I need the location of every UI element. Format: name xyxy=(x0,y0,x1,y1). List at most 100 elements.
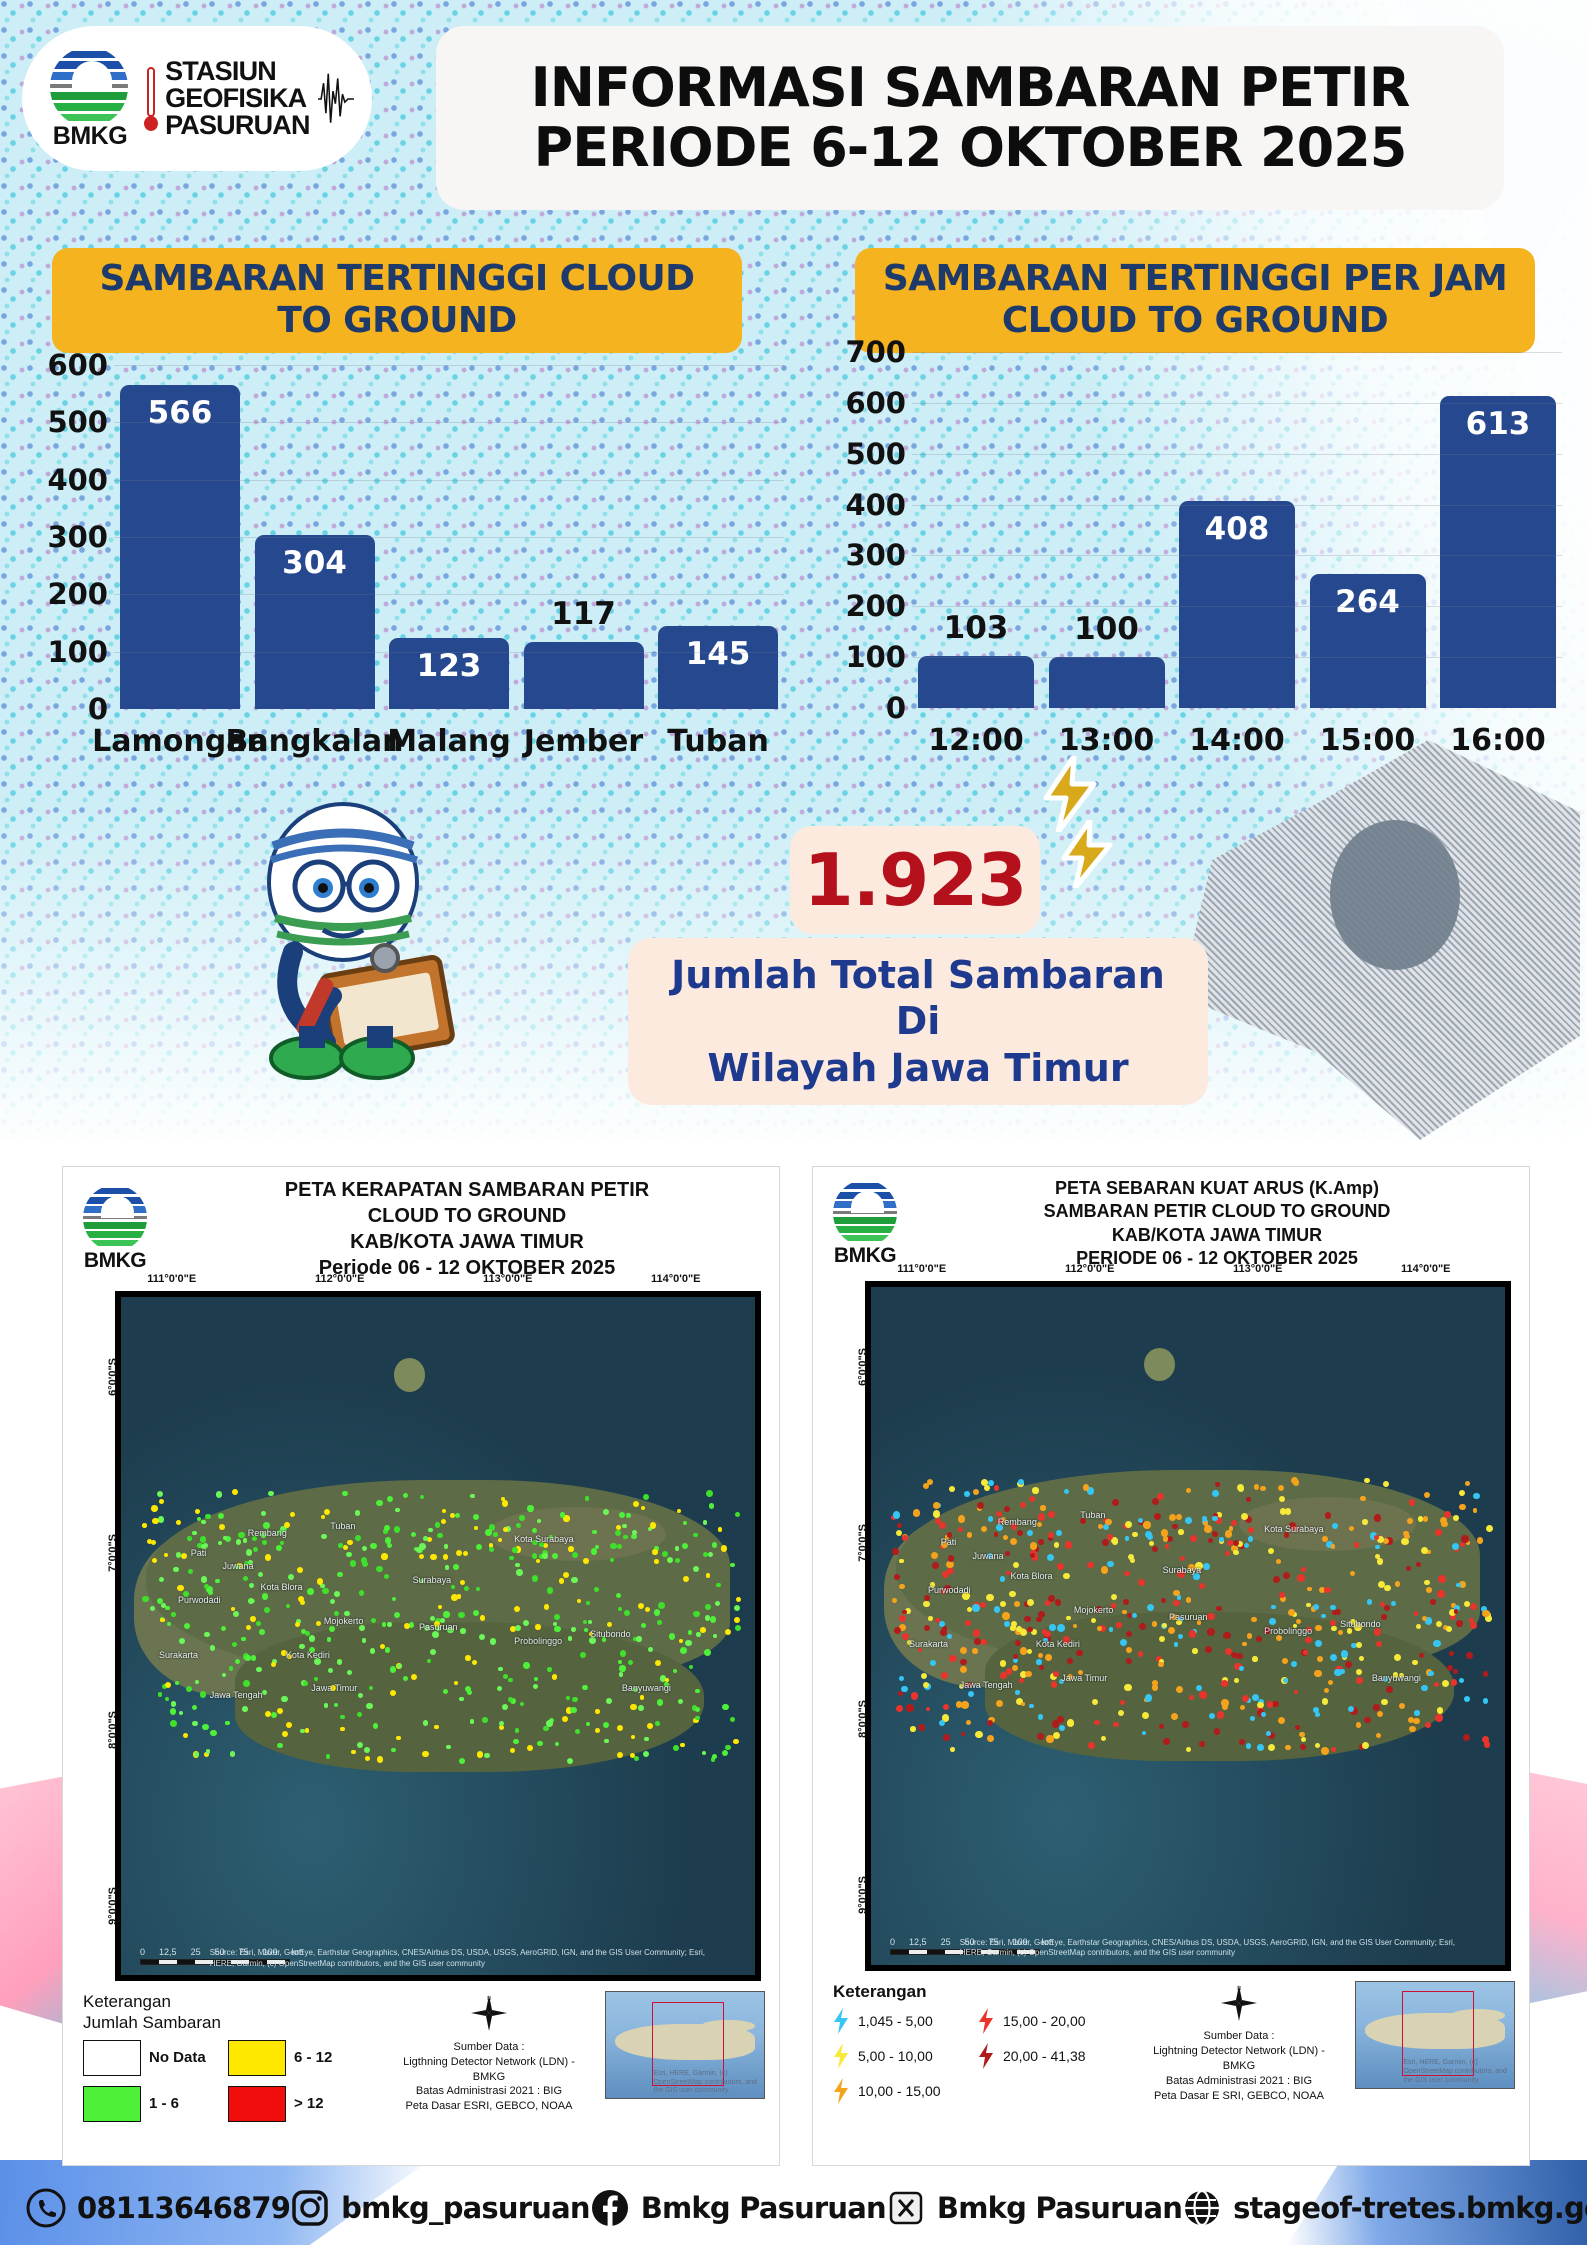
map-right-source: N Sumber Data : Lightning Detector Netwo… xyxy=(1137,1981,1341,2113)
footer-contact-item[interactable]: Bmkg Pasuruan xyxy=(886,2188,1183,2228)
map-right-title-line1: PETA SEBARAN KUAT ARUS (K.Amp) xyxy=(1055,1178,1379,1198)
gridline xyxy=(912,352,1562,353)
map-left-attribution: Source: Esri, Maxar, GeoEye, Earthstar G… xyxy=(209,1948,706,1968)
scale-number: 100 xyxy=(262,1947,278,1957)
bar: 103 xyxy=(918,610,1034,708)
y-tick-label: 500 xyxy=(845,436,906,471)
category-label: 14:00 xyxy=(1189,723,1285,758)
bar-group: 566 Lamongan xyxy=(92,365,268,759)
map-left-title-line2: CLOUD TO GROUND xyxy=(367,1205,567,1227)
chart-highest-strikes-per-hour: 0 100 200 300 400 500 600 700 103 12:00 100 13:00 4… xyxy=(828,335,1568,764)
thermometer-icon xyxy=(144,66,158,131)
bar-value-label: 103 xyxy=(943,609,1009,646)
bar-group: 123 Malang xyxy=(383,365,515,759)
legend-item: 1,045 - 5,00 xyxy=(833,2007,978,2034)
map-right-title-line3: KAB/KOTA JAWA TIMUR xyxy=(1111,1224,1323,1245)
map-city-label: Probolinggo xyxy=(1264,1625,1313,1636)
map-city-label: Kota Surabaya xyxy=(514,1534,574,1545)
map-landmass-islet xyxy=(393,1358,426,1392)
page-title-line2: PERIODE 6-12 OKTOBER 2025 xyxy=(533,116,1408,179)
gridline xyxy=(912,606,1562,608)
legend-item: No Data xyxy=(83,2039,228,2076)
gridline xyxy=(912,555,1562,557)
map-right-lat-ticks: 6°0'0"S 7°0'0"S 8°0'0"S 9°0'0"S xyxy=(833,1287,869,1965)
globe-icon xyxy=(1182,2188,1222,2228)
map-city-label: Surakarta xyxy=(909,1639,949,1650)
footer-social-bar: 08113646879 bmkg_pasuruan Bmkg Pasuruan Bmk… xyxy=(0,2170,1587,2245)
category-label: Tuban xyxy=(667,724,769,759)
map-right-legend-title-text: Keterangan xyxy=(833,1981,927,2001)
y-tick-label: 200 xyxy=(47,577,108,612)
map-left-legend-title-l2: Jumlah Sambaran xyxy=(83,2013,221,2033)
map-city-label: Banyuwangi xyxy=(1371,1673,1421,1684)
footer-contact-item[interactable]: bmkg_pasuruan xyxy=(290,2188,591,2228)
bar-value-label: 100 xyxy=(1074,611,1139,648)
footer-contact-item[interactable]: 08113646879 xyxy=(26,2188,291,2228)
map-city-label: Kota Kediri xyxy=(285,1649,330,1660)
map-right-scale-bar-graphic xyxy=(890,1948,1041,1955)
longitude-tick-label: 112°0'0"E xyxy=(1064,1262,1115,1275)
bar: 566 xyxy=(120,384,240,709)
y-tick-label: 0 xyxy=(885,691,906,725)
map-city-label: Rembang xyxy=(247,1527,287,1538)
legend-item: 10,00 - 15,00 xyxy=(833,2077,1123,2104)
bmkg-logo-icon: BMKG xyxy=(44,46,136,151)
bar: 123 xyxy=(389,638,509,709)
bmkg-logo-label: BMKG xyxy=(52,121,128,150)
scale-number: 25 xyxy=(190,1947,201,1957)
map-city-label: Pasuruan xyxy=(1168,1612,1208,1622)
svg-text:N: N xyxy=(1237,1986,1241,1992)
latitude-tick-label: 6°0'0"S xyxy=(857,1347,869,1386)
latitude-tick-label: 9°0'0"S xyxy=(857,1876,869,1915)
bmkg-logo-label: BMKG xyxy=(83,1249,147,1272)
legend-item: 6 - 12 xyxy=(228,2039,373,2076)
map-right-legend: Keterangan 1,045 - 5,00 15,00 - 20,00 5,00… xyxy=(833,1980,1515,2113)
scale-number: 50 xyxy=(214,1947,225,1957)
chart-left-plot: 566 Lamongan 304 Bangkalan 123 Malang 117 Jembe… xyxy=(92,365,784,759)
legend-color-swatch xyxy=(83,2085,141,2122)
gridline xyxy=(912,453,1562,455)
scale-number: 75 xyxy=(988,1936,999,1947)
map-left-source-l1: Sumber Data : xyxy=(453,2040,525,2053)
bar-value-label: 304 xyxy=(282,544,347,581)
map-city-label: Banyuwangi xyxy=(621,1683,671,1694)
map-left-legend-swatches: No Data 6 - 12 1 - 6 > 12 xyxy=(83,2039,373,2132)
footer-contact-item[interactable]: stageof-tretes.bmkg.go. xyxy=(1182,2188,1587,2228)
map-left-title-line4: Periode 06 - 12 OKTOBER 2025 xyxy=(318,1257,616,1279)
map-left-source-l2: Ligthning Detector Network (LDN) - BMKG xyxy=(403,2055,575,2083)
gridline xyxy=(114,651,784,653)
chart-right-y-axis: 0 100 200 300 400 500 600 700 xyxy=(828,335,906,764)
map-right-source-l4: Peta Dasar E SRI, GEBCO, NOAA xyxy=(1154,2089,1324,2102)
legend-item: 20,00 - 41,38 xyxy=(978,2042,1123,2069)
footer-contact-label: Bmkg Pasuruan xyxy=(640,2190,887,2225)
map-city-label: Surakarta xyxy=(159,1649,199,1660)
scale-unit: km xyxy=(291,1947,304,1957)
station-name-line2: GEOFISIKA xyxy=(165,83,307,113)
map-card-current: BMKG PETA SEBARAN KUAT ARUS (K.Amp) SAMB… xyxy=(812,1166,1530,2166)
map-right-source-l1: Sumber Data : xyxy=(1203,2030,1275,2043)
twitter-icon xyxy=(886,2188,926,2228)
legend-label: 6 - 12 xyxy=(294,2049,333,2066)
legend-label: > 12 xyxy=(294,2095,324,2112)
map-city-label: Tuban xyxy=(1080,1510,1106,1521)
map-right-legend-swatches: 1,045 - 5,00 15,00 - 20,00 5,00 - 10,00 20,… xyxy=(833,2007,1123,2113)
map-landmass-islet xyxy=(1143,1347,1176,1382)
chart-highest-strikes-by-region: 0 100 200 300 400 500 600 566 Lamongan 304 Bangka… xyxy=(30,348,790,765)
map-left-source-l4: Peta Dasar ESRI, GEBCO, NOAA xyxy=(405,2100,573,2113)
footer-contact-label: Bmkg Pasuruan xyxy=(936,2190,1183,2225)
footer-contact-item[interactable]: Bmkg Pasuruan xyxy=(590,2188,887,2228)
legend-label: 15,00 - 20,00 xyxy=(1003,2012,1086,2029)
scale-number: 75 xyxy=(238,1947,249,1957)
scale-number: 50 xyxy=(964,1936,975,1947)
latitude-tick-label: 8°0'0"S xyxy=(857,1700,869,1739)
map-city-label: Kota Surabaya xyxy=(1264,1523,1324,1534)
map-left-header: BMKG PETA KERAPATAN SAMBARAN PETIR CLOUD… xyxy=(63,1167,779,1287)
total-caption-line2: Wilayah Jawa Timur xyxy=(707,1045,1129,1090)
legend-label: 10,00 - 15,00 xyxy=(858,2082,941,2099)
map-right-lon-ticks: 111°0'0"E 112°0'0"E 113°0'0"E 114°0'0"E xyxy=(871,1263,1505,1285)
decor-footer-right xyxy=(1287,2160,1587,2245)
lightning-bolt-icon xyxy=(979,2007,993,2034)
y-tick-label: 300 xyxy=(47,520,108,554)
gridline xyxy=(114,479,784,481)
lightning-bolt-icon xyxy=(834,2042,848,2069)
